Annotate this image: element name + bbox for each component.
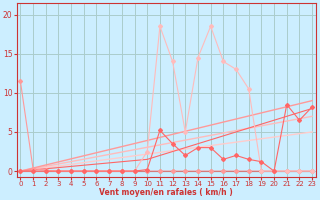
X-axis label: Vent moyen/en rafales ( km/h ): Vent moyen/en rafales ( km/h ) [100, 188, 233, 197]
